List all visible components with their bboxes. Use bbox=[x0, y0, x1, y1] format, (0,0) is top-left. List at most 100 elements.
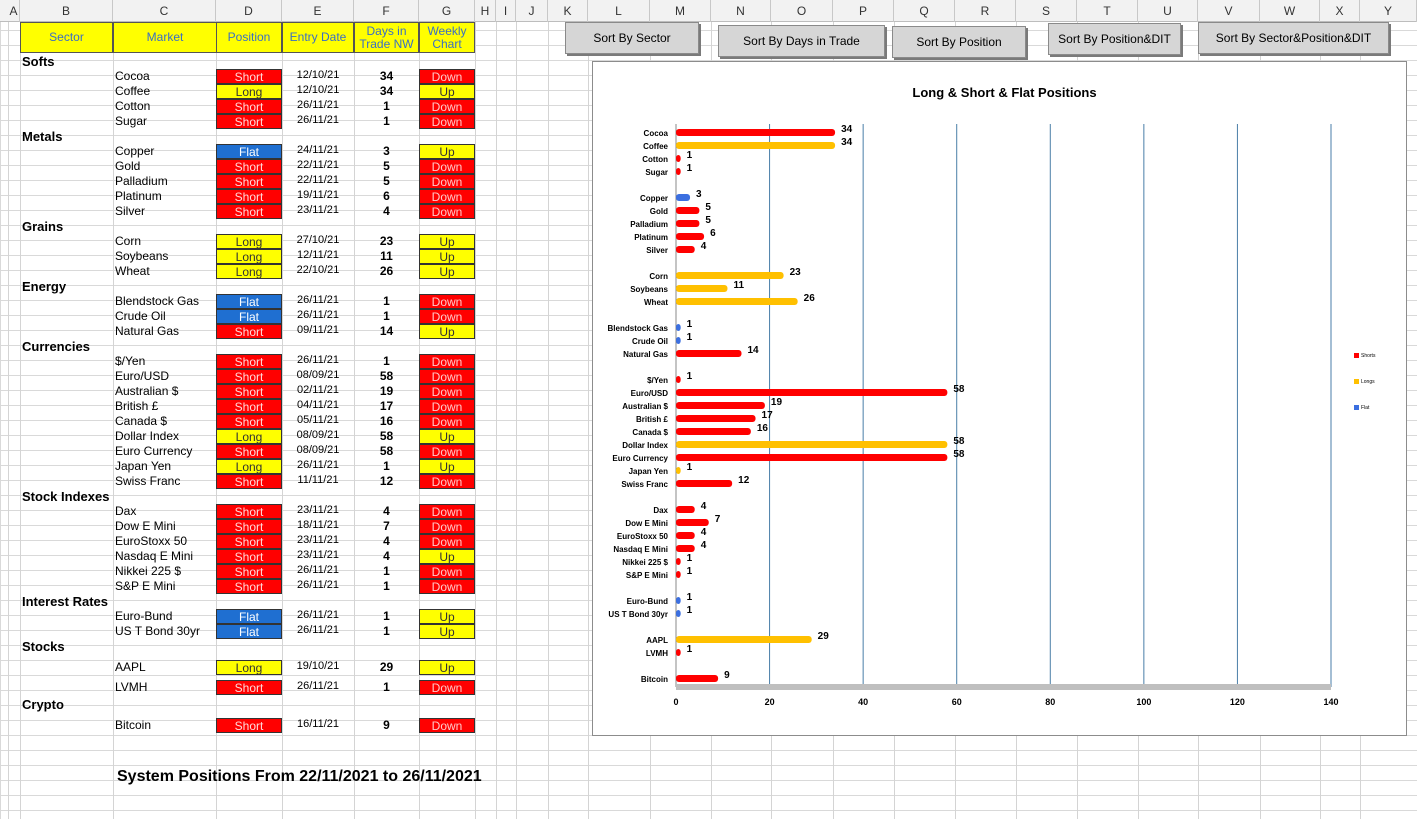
column-header-t[interactable]: T bbox=[1077, 0, 1138, 22]
column-header-a[interactable]: A bbox=[8, 0, 20, 22]
data-label: 23 bbox=[790, 267, 802, 278]
bar-short bbox=[676, 415, 756, 422]
entry-date-cell: 08/09/21 bbox=[296, 369, 340, 381]
days-in-trade-cell: 58 bbox=[379, 369, 394, 383]
position-cell: Short bbox=[216, 174, 282, 189]
entry-date-cell: 26/11/21 bbox=[296, 609, 339, 621]
column-header-r[interactable]: R bbox=[955, 0, 1016, 22]
column-header-p[interactable]: P bbox=[833, 0, 894, 22]
entry-date-cell: 22/11/21 bbox=[296, 159, 339, 171]
position-cell: Short bbox=[216, 399, 282, 414]
days-in-trade-cell: 19 bbox=[379, 384, 394, 398]
column-header-h[interactable]: H bbox=[475, 0, 496, 22]
column-header-c[interactable]: C bbox=[113, 0, 216, 22]
market-name: AAPL bbox=[115, 659, 146, 674]
category-label: Platinum bbox=[634, 233, 668, 242]
market-name: Wheat bbox=[115, 264, 150, 278]
sort-by-position-button[interactable]: Sort By Position bbox=[892, 26, 1026, 58]
weekly-chart-cell: Down bbox=[419, 309, 475, 324]
x-tick-label: 80 bbox=[1045, 697, 1055, 707]
weekly-chart-cell: Down bbox=[419, 519, 475, 534]
position-cell: Long bbox=[216, 659, 282, 675]
data-label: 29 bbox=[818, 631, 830, 642]
bar-short bbox=[676, 129, 836, 136]
entry-date-cell: 12/10/21 bbox=[296, 69, 340, 81]
bar-flat bbox=[676, 610, 681, 617]
bar-short bbox=[676, 402, 765, 409]
column-header-s[interactable]: S bbox=[1016, 0, 1077, 22]
weekly-chart-cell: Up bbox=[419, 459, 475, 474]
data-label: 3 bbox=[696, 189, 702, 200]
column-header-q[interactable]: Q bbox=[894, 0, 955, 22]
category-label: Natural Gas bbox=[623, 350, 668, 359]
header-days-in-trade: Days in Trade NW bbox=[354, 22, 419, 53]
x-tick-label: 60 bbox=[952, 697, 962, 707]
weekly-chart-cell: Down bbox=[419, 564, 475, 579]
column-header-b[interactable]: B bbox=[20, 0, 113, 22]
x-tick-label: 0 bbox=[673, 697, 678, 707]
sort-by-position-dit-button[interactable]: Sort By Position&DIT bbox=[1048, 23, 1181, 55]
sort-by-sector-button[interactable]: Sort By Sector bbox=[565, 22, 699, 54]
sort-by-days-button[interactable]: Sort By Days in Trade bbox=[718, 25, 885, 57]
sort-by-sector-position-dit-button[interactable]: Sort By Sector&Position&DIT bbox=[1198, 22, 1389, 54]
days-in-trade-cell: 12 bbox=[379, 474, 394, 488]
column-header-d[interactable]: D bbox=[216, 0, 282, 22]
column-header-j[interactable]: J bbox=[516, 0, 548, 22]
weekly-chart-cell: Up bbox=[419, 659, 475, 675]
column-header-w[interactable]: W bbox=[1260, 0, 1320, 22]
column-header-k[interactable]: K bbox=[548, 0, 588, 22]
bar-short bbox=[676, 207, 700, 214]
sector-label: Metals bbox=[22, 129, 63, 144]
days-in-trade-cell: 1 bbox=[383, 459, 390, 473]
bar-short bbox=[676, 376, 681, 383]
column-header-g[interactable]: G bbox=[419, 0, 475, 22]
legend-swatch bbox=[1354, 353, 1359, 358]
market-name: LVMH bbox=[115, 679, 148, 694]
bar-flat bbox=[676, 324, 681, 331]
column-header-u[interactable]: U bbox=[1138, 0, 1198, 22]
position-cell: Short bbox=[216, 324, 282, 339]
column-header-m[interactable]: M bbox=[650, 0, 711, 22]
data-label: 4 bbox=[701, 527, 707, 538]
column-header-v[interactable]: V bbox=[1198, 0, 1260, 22]
header-entry-date: Entry Date bbox=[282, 22, 354, 53]
data-label: 1 bbox=[687, 150, 693, 161]
position-cell: Short bbox=[216, 444, 282, 459]
position-cell: Flat bbox=[216, 624, 282, 639]
bar-long bbox=[676, 285, 728, 292]
column-header-y[interactable]: Y bbox=[1360, 0, 1417, 22]
weekly-chart-cell: Up bbox=[419, 84, 475, 99]
category-label: Blendstock Gas bbox=[608, 324, 669, 333]
column-header-f[interactable]: F bbox=[354, 0, 419, 22]
weekly-chart-cell: Down bbox=[419, 99, 475, 114]
position-cell: Short bbox=[216, 534, 282, 549]
bar-long bbox=[676, 142, 836, 149]
bar-short bbox=[676, 571, 681, 578]
category-label: Cocoa bbox=[644, 129, 669, 138]
bar-short bbox=[676, 480, 733, 487]
days-in-trade-cell: 29 bbox=[379, 659, 394, 674]
bar-short bbox=[676, 428, 751, 435]
column-header-x[interactable]: X bbox=[1320, 0, 1360, 22]
data-label: 1 bbox=[687, 163, 693, 174]
category-label: Cotton bbox=[642, 155, 668, 164]
column-header-e[interactable]: E bbox=[282, 0, 354, 22]
category-label: AAPL bbox=[646, 636, 668, 645]
column-header-i[interactable]: I bbox=[496, 0, 516, 22]
days-in-trade-cell: 4 bbox=[383, 549, 390, 563]
header-position: Position bbox=[216, 22, 282, 53]
column-header-o[interactable]: O bbox=[771, 0, 833, 22]
bar-short bbox=[676, 532, 695, 539]
days-in-trade-cell: 26 bbox=[379, 264, 394, 278]
column-header-n[interactable]: N bbox=[711, 0, 771, 22]
column-header-l[interactable]: L bbox=[588, 0, 650, 22]
bar-short bbox=[676, 558, 681, 565]
column-gridline bbox=[8, 22, 9, 819]
market-name: Sugar bbox=[115, 114, 148, 128]
days-in-trade-cell: 1 bbox=[383, 114, 390, 128]
market-name: Canada $ bbox=[115, 414, 168, 428]
category-label: Nasdaq E Mini bbox=[613, 545, 668, 554]
bar-flat bbox=[676, 194, 691, 201]
legend-label: Longs bbox=[1361, 379, 1375, 385]
